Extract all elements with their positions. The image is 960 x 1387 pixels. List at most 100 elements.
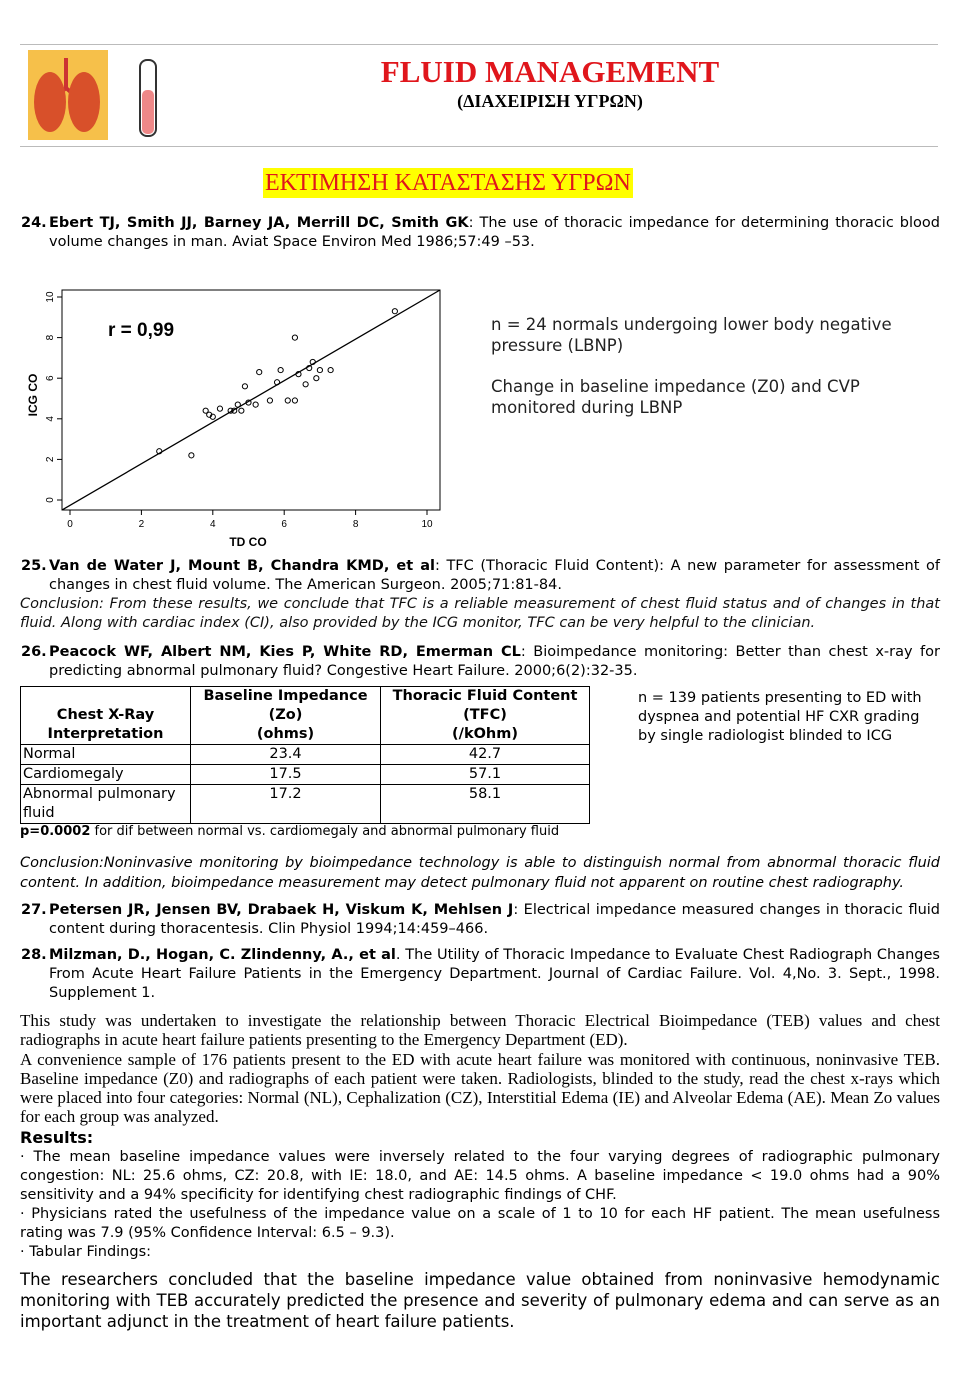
header-line: (TFC) (463, 707, 507, 723)
cell: Abnormal pulmonary fluid (20, 784, 191, 824)
point (252, 401, 259, 408)
point (316, 366, 323, 374)
x-tick-label: 2 (139, 519, 145, 530)
chart-note: Change in baseline impedance (Z0) and CV… (491, 377, 860, 417)
point (238, 407, 245, 414)
ref-authors: Peacock WF, Albert NM, Kies P, White RD,… (49, 644, 521, 660)
y-tick-label: 2 (45, 456, 56, 462)
point (209, 413, 216, 420)
header-rule (20, 44, 938, 45)
plot-frame (61, 289, 441, 511)
study-paragraph: A convenience sample of 176 patients pre… (20, 1050, 940, 1126)
cell: 17.5 (190, 764, 381, 785)
point (216, 405, 224, 412)
ref-text: : The use of thoracic impedance for dete… (49, 215, 940, 250)
ref-text: . The Utility of Thoracic Impedance to E… (49, 947, 940, 1001)
y-tick-label: 0 (45, 497, 56, 503)
table-note: p=0.0002 for dif between normal vs. card… (20, 824, 559, 839)
conclusion: Conclusion:Noninvasive monitoring by bio… (20, 855, 940, 891)
point (302, 381, 309, 388)
y-tick-label: 8 (45, 334, 56, 340)
x-tick-label: 10 (421, 519, 433, 530)
point (291, 397, 299, 404)
reference: 28. Milzman, D., Hogan, C. Zlindenny, A.,… (21, 946, 940, 1003)
point (284, 397, 291, 404)
point (156, 448, 163, 455)
ref-authors: Milzman, D., Hogan, C. Zlindenny, A., et… (49, 947, 396, 963)
ref-authors: Van de Water J, Mount B, Chandra KMD, et… (49, 558, 435, 574)
header-line: (ohms) (256, 726, 315, 742)
subtitle: (ΔΙΑΧΕΙΡΙΣΗ ΥΓΡΩΝ) (457, 91, 643, 111)
x-axis-label: TD CO (229, 535, 266, 549)
section-title: ΕΚΤΙΜΗΣΗ ΚΑΤΑΣΤΑΣΗΣ ΥΓΡΩΝ (263, 168, 633, 198)
reference: 24. Ebert TJ, Smith JJ, Barney JA, Merril… (21, 214, 940, 252)
x-tick-label: 4 (210, 519, 216, 530)
conclusion: Conclusion: From these results, we concl… (20, 596, 940, 631)
result-item: · Physicians rated the usefulness of the… (20, 1206, 940, 1241)
ref-number: 27. (21, 902, 47, 918)
study-paragraph: This study was undertaken to investigate… (20, 1011, 940, 1049)
ref-number: 24. (21, 215, 47, 231)
ref-number: 26. (21, 644, 47, 660)
header-line: (Zo) (268, 707, 303, 723)
point (245, 399, 252, 406)
header-line: Thoracic Fluid Content (392, 688, 578, 704)
final-paragraph: The researchers concluded that the basel… (20, 1270, 940, 1331)
y-axis-label: ICG CO (26, 374, 40, 417)
ref-text: : TFC (Thoracic Fluid Content): A new pa… (49, 558, 940, 593)
point (391, 308, 398, 315)
title: FLUID MANAGEMENT (380, 54, 720, 89)
ref-authors: Petersen JR, Jensen BV, Drabaek H, Visku… (49, 902, 514, 918)
reference: 26. Peacock WF, Albert NM, Kies P, White … (21, 643, 940, 681)
cell: 17.2 (190, 784, 381, 824)
point (277, 366, 284, 374)
point (256, 369, 263, 376)
data-table: Chest X-Ray Interpretation Baseline Imped… (20, 686, 590, 824)
ref-text: : Bioimpedance monitoring: Better than c… (49, 644, 940, 679)
reference: 27. Petersen JR, Jensen BV, Drabaek H, Vi… (21, 901, 941, 939)
ref-authors: Ebert TJ, Smith JJ, Barney JA, Merrill D… (49, 215, 469, 231)
header-line: Interpretation (47, 726, 164, 742)
ref-number: 25. (21, 558, 47, 574)
point (309, 358, 316, 366)
side-note: n = 139 patients presenting to ED with d… (638, 690, 922, 744)
y-tick-label: 6 (45, 375, 56, 381)
point (234, 401, 241, 408)
header-rule (20, 146, 938, 147)
header-line: Baseline Impedance (203, 688, 368, 704)
y-tick-label: 4 (45, 416, 56, 422)
point (202, 407, 209, 414)
results-heading: Results: (20, 1128, 94, 1147)
header-cell: Baseline Impedance (Zo) (ohms) (190, 686, 381, 745)
cell: 58.1 (380, 784, 590, 824)
point (188, 452, 195, 459)
reference: 25. Van de Water J, Mount B, Chandra KMD,… (21, 557, 940, 595)
point (266, 397, 274, 404)
point (295, 371, 302, 378)
cell: 57.1 (380, 764, 590, 785)
header-line: (/kOhm) (452, 726, 518, 742)
result-item: · The mean baseline impedance values wer… (20, 1149, 940, 1203)
note-text: for dif between normal vs. cardiomegaly … (90, 824, 560, 839)
note-bold: p=0.0002 (20, 824, 91, 839)
point (227, 407, 234, 414)
y-tick-label: 10 (45, 291, 56, 303)
result-item: · Tabular Findings: (20, 1244, 152, 1260)
header-cell: Thoracic Fluid Content (TFC) (/kOhm) (380, 686, 590, 745)
ref-number: 28. (21, 947, 47, 963)
header-icons (28, 50, 157, 140)
cell: Normal (20, 744, 191, 765)
cell: 42.7 (380, 744, 590, 765)
scatter-chart: r = 0,99 TD CO ICG CO 0 2 4 6 8 10 0 2 4 6 8 10 (26, 289, 441, 549)
x-tick-label: 8 (353, 519, 359, 530)
point (313, 375, 320, 382)
fit-line (61, 289, 441, 511)
annotation: r = 0,99 (108, 320, 174, 341)
ref-text: : Electrical impedance measured changes … (49, 902, 941, 937)
cell: Cardiomegaly (20, 764, 191, 785)
point (327, 366, 334, 374)
x-tick-label: 6 (281, 519, 287, 530)
point (291, 334, 299, 341)
cell: 23.4 (190, 744, 381, 765)
